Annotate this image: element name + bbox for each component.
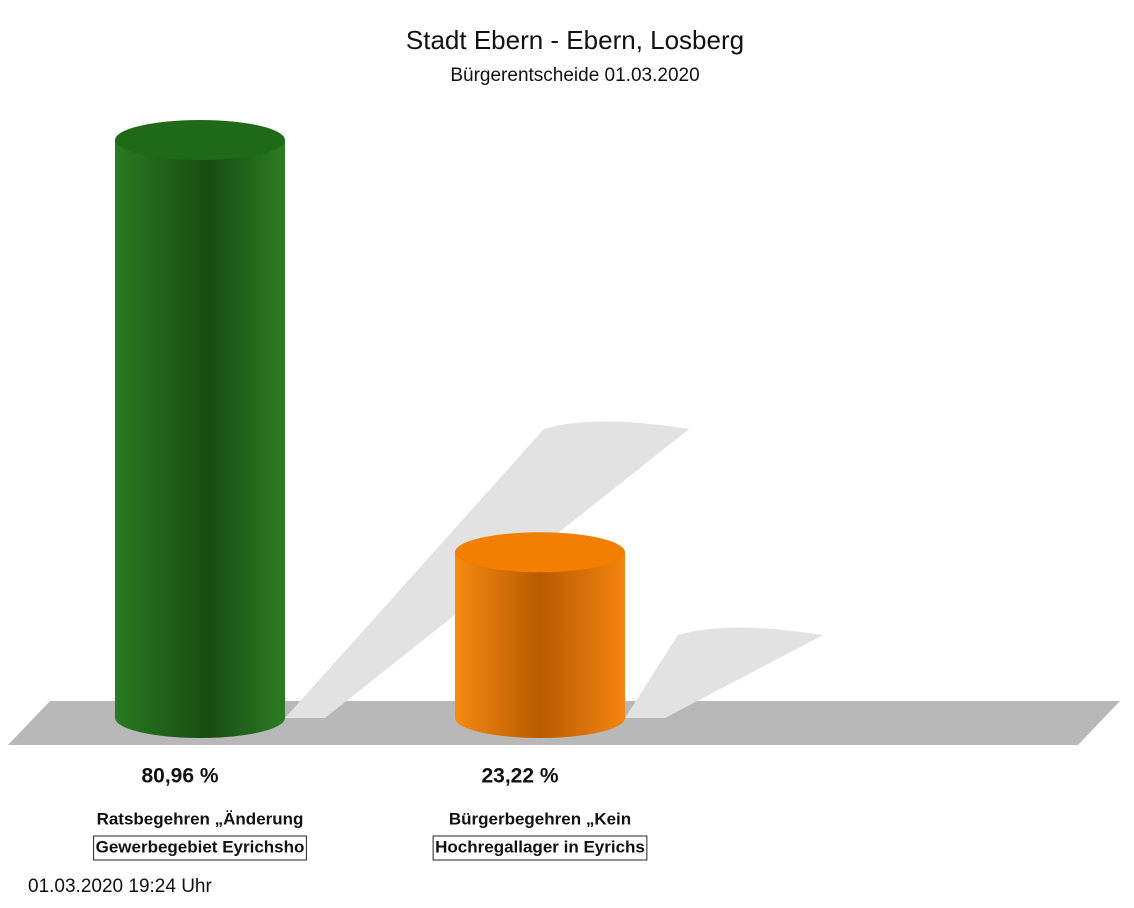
- x-tick-label: Gewerbegebiet Eyrichsho: [96, 837, 305, 856]
- chart-subtitle: Bürgerentscheide 01.03.2020: [450, 65, 699, 86]
- value-label: 23,22 %: [481, 765, 558, 788]
- label-box: [432, 835, 648, 861]
- x-tick-label: Hochregallager in Eyrichs: [435, 837, 645, 856]
- chart-title: Stadt Ebern - Ebern, Losberg: [406, 25, 744, 55]
- bar-shadow: [625, 627, 823, 718]
- x-tick-label: Ratsbegehren „Änderung: [97, 809, 304, 828]
- bar-top: [115, 120, 285, 160]
- plot-area: [115, 120, 823, 738]
- footer: 01.03.2020 19:24 Uhr: [28, 876, 212, 897]
- bar: [455, 552, 625, 738]
- x-tick-label: Bürgerbegehren „Kein: [449, 809, 631, 828]
- bar-top: [455, 532, 625, 573]
- value-label: 80,96 %: [141, 765, 218, 788]
- bar: [115, 140, 285, 738]
- label-box: [93, 835, 307, 861]
